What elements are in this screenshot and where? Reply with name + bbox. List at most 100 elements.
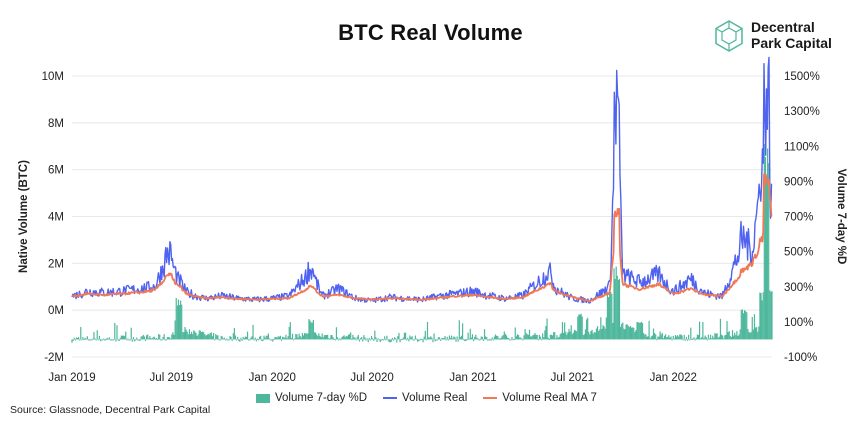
pct-change-bar xyxy=(715,333,717,340)
pct-change-bar xyxy=(231,339,233,341)
pct-change-bar xyxy=(593,332,595,340)
pct-change-bar xyxy=(348,334,351,340)
pct-change-bar xyxy=(447,339,449,341)
pct-change-bar xyxy=(730,336,733,340)
pct-change-bar xyxy=(355,339,357,341)
pct-change-bar xyxy=(707,334,709,340)
pct-change-bar xyxy=(164,339,166,341)
pct-change-bar xyxy=(409,335,411,340)
pct-change-bar xyxy=(695,337,697,340)
pct-change-bar xyxy=(763,143,765,340)
pct-change-bar xyxy=(602,325,604,340)
pct-change-bar xyxy=(180,300,182,340)
pct-change-bar xyxy=(711,338,713,340)
pct-change-bar xyxy=(694,339,696,341)
pct-change-bar xyxy=(390,339,392,342)
pct-change-bar xyxy=(463,339,465,341)
pct-change-bar xyxy=(546,318,548,340)
pct-change-bar xyxy=(540,339,543,341)
pct-change-bar xyxy=(370,336,373,340)
pct-change-bar xyxy=(347,334,350,340)
pct-change-bar xyxy=(483,329,486,340)
pct-change-bar xyxy=(582,334,584,340)
pct-change-bar xyxy=(296,334,298,340)
pct-change-bar xyxy=(693,337,695,340)
pct-change-bar xyxy=(703,338,705,340)
y-tick-label: 2M xyxy=(48,258,64,270)
pct-change-bar xyxy=(493,336,496,340)
pct-change-bar xyxy=(467,332,469,340)
pct-change-bar xyxy=(183,332,185,340)
pct-change-bar xyxy=(458,320,460,340)
pct-change-bar xyxy=(732,335,735,340)
pct-change-bar xyxy=(99,339,102,342)
pct-change-bar xyxy=(626,324,628,340)
pct-change-bar xyxy=(455,339,457,342)
pct-change-bar xyxy=(635,330,637,340)
pct-change-bar xyxy=(770,291,772,340)
pct-change-bar xyxy=(305,333,307,340)
pct-change-bar xyxy=(584,329,587,340)
pct-change-bar xyxy=(363,335,365,340)
pct-change-bar xyxy=(547,337,549,340)
pct-change-bar xyxy=(429,337,431,340)
pct-change-bar xyxy=(513,339,515,341)
pct-change-bar xyxy=(422,339,424,343)
pct-change-bar xyxy=(276,337,278,340)
y-tick-label: 8M xyxy=(48,118,64,130)
pct-change-bar xyxy=(480,336,482,340)
pct-change-bar xyxy=(81,339,83,341)
pct-change-bar xyxy=(682,339,684,341)
pct-change-bar xyxy=(357,334,359,340)
pct-change-bar xyxy=(220,335,222,340)
pct-change-bar xyxy=(722,335,724,340)
pct-change-bar xyxy=(94,338,96,340)
pct-change-bar xyxy=(451,335,453,340)
pct-change-bar xyxy=(636,322,638,340)
pct-change-bar xyxy=(93,331,95,340)
pct-change-bar xyxy=(101,339,103,341)
pct-change-bar xyxy=(471,334,474,340)
y2-tick-label: 900% xyxy=(784,176,813,188)
pct-change-bar xyxy=(603,326,605,340)
pct-change-bar xyxy=(666,337,668,340)
pct-change-bar xyxy=(381,339,384,341)
pct-change-bar xyxy=(677,335,679,340)
pct-change-bar xyxy=(573,329,576,340)
pct-change-bar xyxy=(200,332,203,340)
pct-change-bar xyxy=(246,331,249,340)
pct-change-bar xyxy=(723,338,725,340)
pct-change-bar xyxy=(244,336,246,340)
pct-change-bar xyxy=(610,291,612,340)
pct-change-bar xyxy=(217,335,219,340)
y-tick-label: 6M xyxy=(48,165,64,177)
pct-change-bar xyxy=(459,337,462,340)
pct-change-bar xyxy=(628,327,630,340)
hexagon-logo-icon xyxy=(715,20,743,52)
pct-change-bar xyxy=(709,334,712,340)
pct-change-bar xyxy=(528,329,531,340)
pct-change-bar xyxy=(189,334,192,340)
pct-change-bar xyxy=(222,338,225,340)
pct-change-bar xyxy=(522,339,524,341)
pct-change-bar xyxy=(460,335,463,340)
pct-change-bar xyxy=(393,337,396,340)
pct-change-bar xyxy=(131,339,133,342)
pct-change-bar xyxy=(387,339,389,341)
pct-change-bar xyxy=(539,336,542,340)
y2-tick-label: 500% xyxy=(784,247,813,259)
pct-change-bar xyxy=(596,326,599,340)
pct-change-bar xyxy=(520,337,522,340)
pct-change-bar xyxy=(396,339,398,343)
pct-change-bar xyxy=(748,331,750,340)
pct-change-bar xyxy=(501,336,503,340)
pct-change-bar xyxy=(738,334,740,340)
pct-change-bar xyxy=(534,333,536,340)
pct-change-bar xyxy=(341,337,343,340)
pct-change-bar xyxy=(761,300,763,340)
pct-change-bar xyxy=(613,268,615,340)
pct-change-bar xyxy=(178,305,181,340)
pct-change-bar xyxy=(154,338,156,340)
pct-change-bar xyxy=(190,331,193,340)
pct-change-bar xyxy=(600,317,602,340)
